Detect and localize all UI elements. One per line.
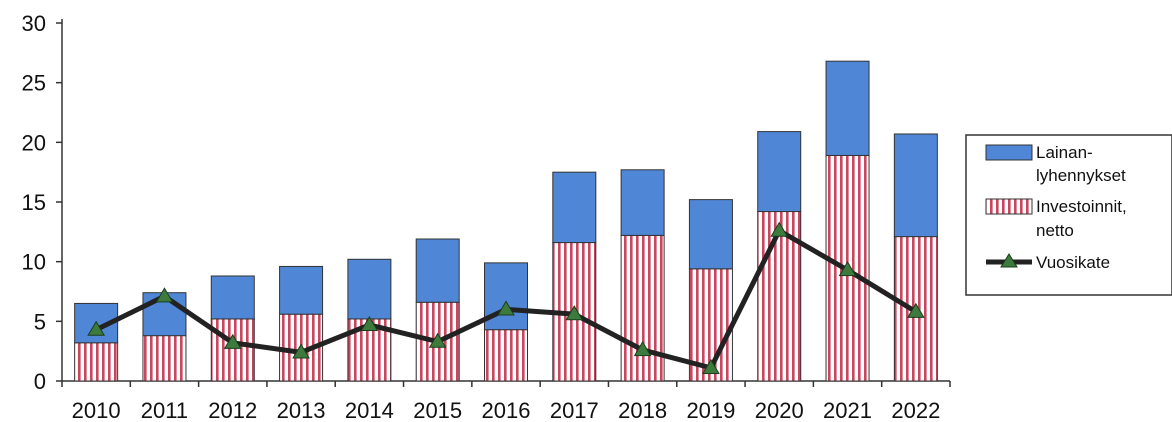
vuosikate-point — [770, 221, 789, 237]
vuosikate-point — [906, 302, 925, 318]
x-tick-label: 2018 — [618, 398, 667, 422]
x-tick-label: 2014 — [345, 398, 394, 422]
y-tick-label: 5 — [34, 309, 46, 334]
x-tick-label: 2019 — [686, 398, 735, 422]
vuosikate-point — [838, 261, 857, 277]
y-tick-label: 0 — [34, 369, 46, 394]
legend-box — [965, 134, 1172, 296]
bar-investoinnit — [74, 342, 119, 382]
bar-investoinnit — [210, 318, 255, 382]
vuosikate-point — [633, 340, 652, 357]
vuosikate-point — [702, 358, 720, 374]
vuosikate-point — [428, 332, 447, 348]
y-tick-label: 25 — [22, 71, 46, 96]
bar-lainanlyhennykset — [552, 171, 597, 244]
bar-lainanlyhennykset — [279, 265, 324, 315]
y-tick-label: 10 — [22, 250, 46, 275]
bar-investoinnit — [620, 234, 665, 382]
vuosikate-point — [565, 305, 584, 321]
x-tick-label: 2011 — [141, 398, 188, 422]
legend-label-vuosikate: Vuosikate — [1036, 253, 1110, 272]
bar-lainanlyhennykset — [893, 133, 938, 238]
vuosikate-point — [497, 300, 515, 316]
bar-investoinnit — [142, 335, 187, 382]
legend-label-investoinnit: netto — [1036, 221, 1074, 240]
bar-lainanlyhennykset — [757, 131, 802, 213]
vuosikate-point — [87, 320, 106, 336]
y-tick-label: 20 — [22, 130, 46, 155]
bar-lainanlyhennykset — [210, 275, 255, 320]
x-tick-label: 2020 — [755, 398, 804, 422]
legend-label-lainanlyhennykset: Lainan- — [1036, 143, 1093, 162]
x-tick-label: 2010 — [72, 398, 121, 422]
vuosikate-point — [292, 343, 310, 359]
legend-label-lainanlyhennykset: lyhennykset — [1036, 166, 1126, 185]
bar-lainanlyhennykset — [484, 262, 528, 331]
bar-lainanlyhennykset — [688, 199, 733, 270]
vuosikate-point — [360, 315, 379, 332]
x-tick-label: 2017 — [550, 398, 599, 422]
x-tick-label: 2012 — [208, 398, 257, 422]
bar-lainanlyhennykset — [347, 258, 392, 320]
bar-lainanlyhennykset — [620, 169, 665, 236]
x-tick-label: 2021 — [823, 398, 872, 422]
bar-lainanlyhennykset — [825, 60, 870, 156]
vuosikate-point — [155, 287, 174, 303]
legend-marker-vuosikate — [1000, 253, 1018, 268]
y-tick-label: 30 — [22, 11, 46, 36]
x-tick-label: 2015 — [413, 398, 462, 422]
y-tick-label: 15 — [22, 190, 46, 215]
legend-swatch-investoinnit — [985, 198, 1033, 215]
bar-lainanlyhennykset — [415, 238, 460, 303]
x-tick-label: 2022 — [891, 398, 940, 422]
x-tick-label: 2016 — [482, 398, 531, 422]
vuosikate-point — [223, 333, 242, 349]
legend-label-investoinnit: Investoinnit, — [1036, 197, 1127, 216]
x-tick-label: 2013 — [277, 398, 326, 422]
legend-swatch-lainanlyhennykset — [985, 144, 1033, 161]
bar-investoinnit — [484, 329, 528, 382]
